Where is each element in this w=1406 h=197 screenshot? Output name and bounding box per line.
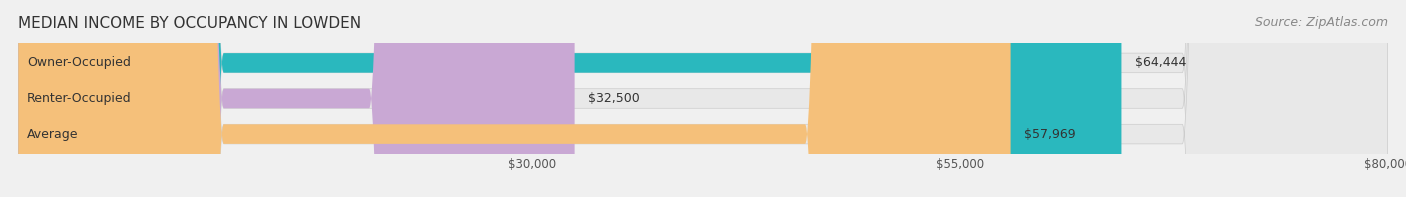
- FancyBboxPatch shape: [18, 0, 1388, 197]
- Text: Source: ZipAtlas.com: Source: ZipAtlas.com: [1254, 16, 1388, 29]
- Text: Renter-Occupied: Renter-Occupied: [27, 92, 132, 105]
- FancyBboxPatch shape: [18, 0, 1388, 197]
- Text: Average: Average: [27, 128, 79, 141]
- Text: $32,500: $32,500: [588, 92, 640, 105]
- FancyBboxPatch shape: [18, 0, 1011, 197]
- FancyBboxPatch shape: [18, 0, 1388, 197]
- Text: $57,969: $57,969: [1025, 128, 1076, 141]
- FancyBboxPatch shape: [18, 0, 1122, 197]
- FancyBboxPatch shape: [18, 0, 575, 197]
- Text: MEDIAN INCOME BY OCCUPANCY IN LOWDEN: MEDIAN INCOME BY OCCUPANCY IN LOWDEN: [18, 16, 361, 31]
- Text: Owner-Occupied: Owner-Occupied: [27, 56, 131, 69]
- Text: $64,444: $64,444: [1135, 56, 1187, 69]
